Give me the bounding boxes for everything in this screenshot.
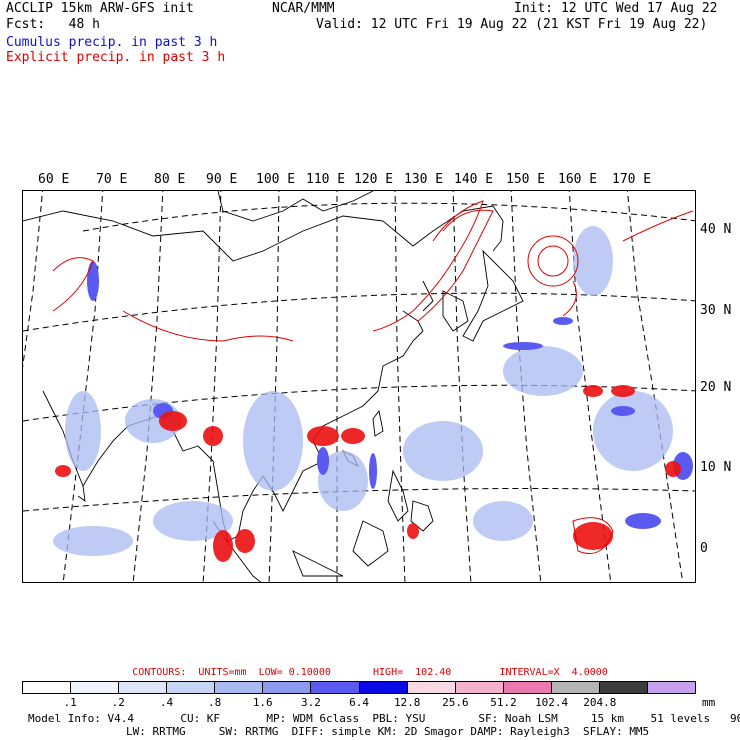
legend-swatch (167, 682, 216, 693)
legend-tick-label: 204.8 (583, 696, 617, 709)
latitude-label: 20 N (700, 380, 732, 395)
coastlines (23, 191, 524, 582)
model-title: ACCLIP 15km ARW-GFS init (6, 1, 194, 16)
legend-tick-label: 51.2 (490, 696, 517, 709)
legend-swatch (119, 682, 168, 693)
forecast-hour: Fcst: 48 h (6, 17, 100, 32)
color-legend-bar (22, 681, 696, 694)
explicit-precip (55, 385, 681, 562)
cumulus-precip (53, 226, 693, 556)
legend-tick-label: .4 (159, 696, 174, 709)
legend-swatch (599, 682, 649, 693)
model-info-line1: Model Info: V4.4 CU: KF MP: WDM 6class P… (28, 712, 740, 725)
legend-tick-label: 1.6 (252, 696, 273, 709)
legend-tick-label: 12.8 (393, 696, 421, 709)
legend-swatch (215, 682, 264, 693)
latitude-label: 40 N (700, 222, 732, 237)
map-canvas (23, 191, 695, 582)
model-info-line2: LW: RRTMG SW: RRTMG DIFF: simple KM: 2D … (126, 725, 650, 738)
longitude-label: 140 E (454, 172, 494, 187)
longitude-label: 170 E (612, 172, 652, 187)
longitude-label: 150 E (506, 172, 546, 187)
legend-swatch (71, 682, 120, 693)
legend-swatch (455, 682, 504, 693)
legend-tick-label: 6.4 (349, 696, 369, 709)
latitude-label: 10 N (700, 460, 732, 475)
legend-swatch (23, 682, 72, 693)
explicit-label: Explicit precip. in past 3 h (6, 50, 226, 65)
legend-swatch (551, 682, 600, 693)
longitude-label: 60 E (38, 172, 70, 187)
legend-swatch (263, 682, 312, 693)
legend-tick-label: 3.2 (300, 696, 321, 709)
latitude-label: 30 N (700, 303, 732, 318)
legend-unit: mm (702, 696, 716, 709)
legend-swatch (359, 682, 408, 693)
latitude-label: 0 (700, 541, 708, 556)
longitude-label: 130 E (404, 172, 444, 187)
explicit-contours (52, 200, 694, 554)
contour-info: CONTOURS: UNITS=mm LOW= 0.10000 HIGH= 10… (132, 667, 608, 678)
legend-swatch (407, 682, 456, 693)
longitude-label: 100 E (256, 172, 296, 187)
legend-swatch (503, 682, 552, 693)
longitude-label: 110 E (306, 172, 346, 187)
legend-tick-label: 25.6 (442, 696, 469, 709)
longitude-label: 70 E (96, 172, 128, 187)
init-time: Init: 12 UTC Wed 17 Aug 22 (514, 1, 718, 16)
longitude-label: 80 E (154, 172, 186, 187)
longitude-label: 160 E (558, 172, 598, 187)
legend-tick-label: 102.4 (535, 696, 569, 709)
longitude-label: 120 E (354, 172, 394, 187)
org-label: NCAR/MMM (272, 1, 335, 16)
valid-time: Valid: 12 UTC Fri 19 Aug 22 (21 KST Fri … (316, 17, 708, 32)
legend-swatch (311, 682, 360, 693)
precip-map (22, 190, 696, 583)
legend-tick-label: .8 (207, 696, 222, 709)
legend-tick-label: .2 (111, 696, 125, 709)
longitude-label: 90 E (206, 172, 238, 187)
legend-swatch (648, 682, 696, 693)
cumulus-label: Cumulus precip. in past 3 h (6, 35, 218, 50)
legend-tick-label: .1 (63, 696, 77, 709)
